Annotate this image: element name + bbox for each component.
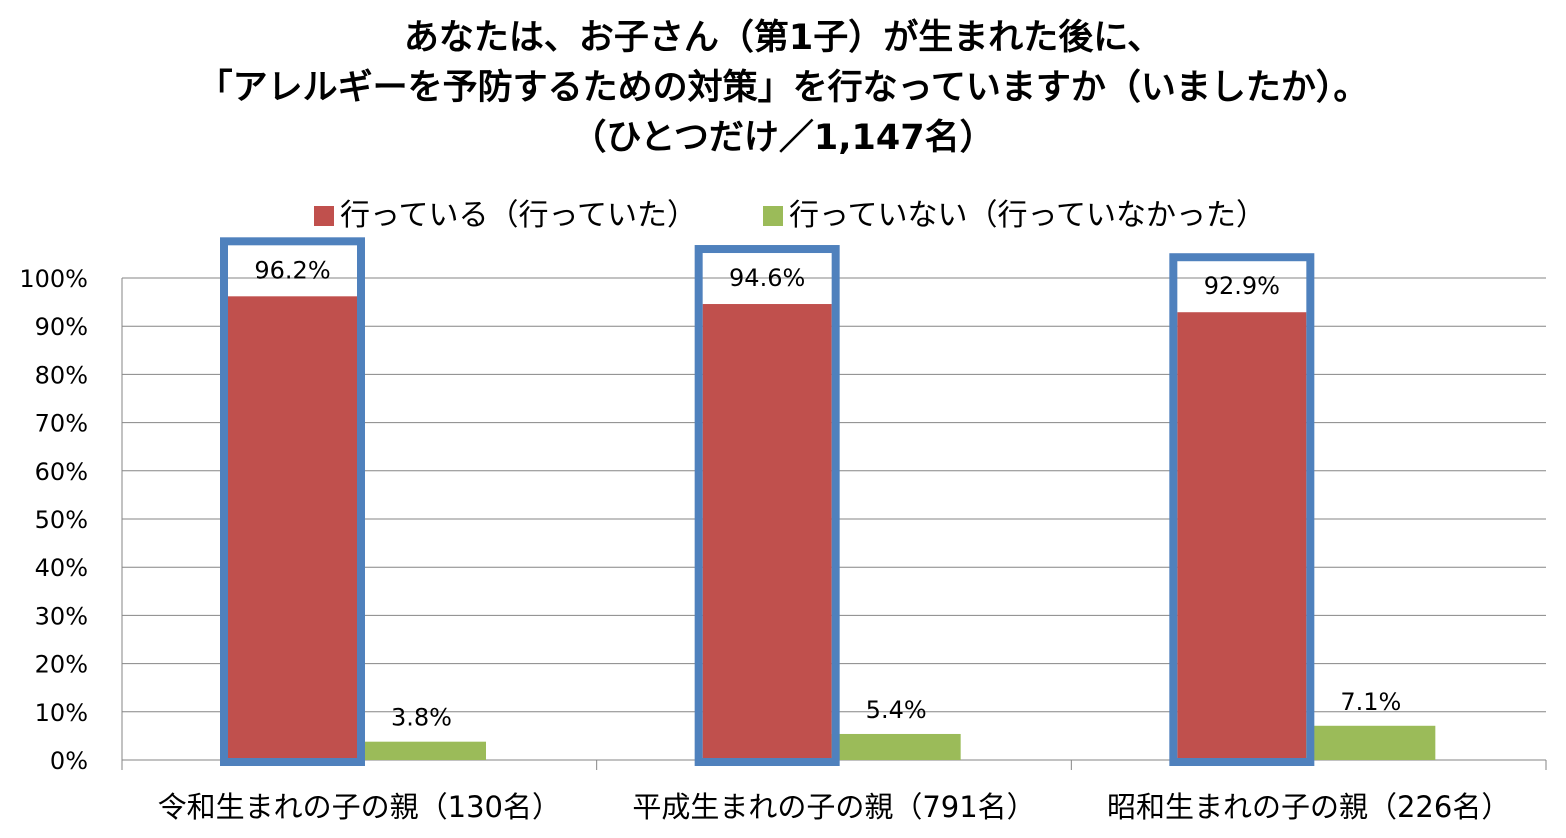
bar-not-done <box>1306 725 1436 760</box>
chart-title-line-3: （ひとつだけ／1,147名） <box>571 118 995 158</box>
y-tick-label: 10% <box>35 699 88 727</box>
legend-item-done: 行っている（行っていた） <box>314 196 697 236</box>
y-tick-label: 80% <box>35 361 88 389</box>
legend-label-not-done: 行っていない（行っていなかった） <box>789 198 1266 233</box>
bar-not-done <box>357 741 486 760</box>
y-tick-label: 0% <box>50 747 88 775</box>
data-label-not-done: 7.1% <box>1340 688 1401 716</box>
data-label-done: 94.6% <box>729 264 805 292</box>
legend-swatch-not-done <box>763 206 783 226</box>
legend: 行っている（行っていた） 行っていない（行っていなかった） <box>0 196 1566 236</box>
y-tick-label: 100% <box>19 265 88 293</box>
legend-item-not-done: 行っていない（行っていなかった） <box>763 196 1266 236</box>
bar-done <box>228 296 357 760</box>
data-label-not-done: 3.8% <box>391 704 452 732</box>
bar-not-done <box>831 733 961 760</box>
y-tick-label: 70% <box>35 410 88 438</box>
bar-done <box>702 304 832 760</box>
x-category-label: 平成生まれの子の親（791名） <box>632 790 1035 824</box>
data-label-not-done: 5.4% <box>866 696 927 724</box>
y-tick-label: 90% <box>35 313 88 341</box>
highlight-box <box>1169 253 1315 766</box>
highlight-box <box>220 237 365 767</box>
data-label-done: 92.9% <box>1204 272 1280 300</box>
chart-title-line-1: あなたは、お子さん（第1子）が生まれた後に、 <box>403 18 1163 58</box>
x-category-label: 昭和生まれの子の親（226名） <box>1107 790 1510 824</box>
y-tick-label: 20% <box>35 651 88 679</box>
y-tick-label: 40% <box>35 554 88 582</box>
bar-done <box>1177 312 1307 760</box>
legend-swatch-done <box>314 206 334 226</box>
x-category-label: 令和生まれの子の親（130名） <box>158 790 561 824</box>
y-tick-label: 30% <box>35 602 88 630</box>
legend-label-done: 行っている（行っていた） <box>340 198 697 233</box>
highlight-box <box>694 245 840 766</box>
y-tick-label: 50% <box>35 506 88 534</box>
data-label-done: 96.2% <box>254 256 330 284</box>
chart-title-line-2: 「アレルギーを予防するための対策」を行なっていますか（いましたか）。 <box>197 68 1369 108</box>
y-tick-label: 60% <box>35 458 88 486</box>
